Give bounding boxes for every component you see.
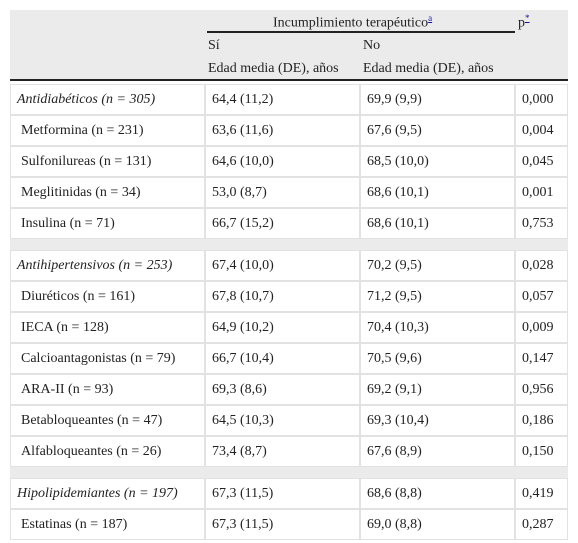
section-gap [10,467,568,478]
row-label: Alfabloqueantes (n = 26) [10,436,205,467]
row-label: Betabloqueantes (n = 47) [10,405,205,436]
cell: 0,028 [515,250,568,281]
cell: 0,001 [515,177,568,208]
cell: 0,057 [515,281,568,312]
column-subheader: Edad media (DE), años [363,61,494,76]
cell: 69,3 (10,4) [360,405,515,436]
cell: 68,5 (10,0) [360,146,515,177]
cell: 69,0 (8,8) [360,509,515,540]
cell: 0,186 [515,405,568,436]
cell: 0,045 [515,146,568,177]
cell: 67,8 (10,7) [205,281,360,312]
cell: 70,5 (9,6) [360,343,515,374]
cell: 69,9 (9,9) [360,84,515,115]
cell: 67,6 (9,5) [360,115,515,146]
row-label: Estatinas (n = 187) [10,509,205,540]
cell: 67,6 (8,9) [360,436,515,467]
row-label: Diuréticos (n = 161) [10,281,205,312]
row-label: Hipolipidemiantes (n = 197) [10,478,205,509]
cell: 0,150 [515,436,568,467]
cell: 66,7 (15,2) [205,208,360,239]
column-header: No [363,38,381,53]
row-label: Antihipertensivos (n = 253) [10,250,205,281]
cell: 0,147 [515,343,568,374]
cell: 67,4 (10,0) [205,250,360,281]
cell: 0,419 [515,478,568,509]
header-rule [10,79,568,81]
group-rule [207,31,515,33]
cell: 64,6 (10,0) [205,146,360,177]
cell: 71,2 (9,5) [360,281,515,312]
row-label: ARA-II (n = 93) [10,374,205,405]
footnote-link[interactable]: * [525,13,530,23]
cell: 68,6 (10,1) [360,208,515,239]
cell: 68,6 (10,1) [360,177,515,208]
column-header: Sí [208,38,220,53]
column-subheader: Edad media (DE), años [208,61,339,76]
header-background [10,10,568,80]
p-header: p* [518,13,530,32]
p-title: p [518,15,525,31]
cell: 67,3 (11,5) [205,509,360,540]
footnote-link[interactable]: a [428,13,433,23]
row-label: IECA (n = 128) [10,312,205,343]
cell: 0,004 [515,115,568,146]
cell: 53,0 (8,7) [205,177,360,208]
section-gap [10,239,568,250]
cell: 0,000 [515,84,568,115]
cell: 0,753 [515,208,568,239]
row-label: Metformina (n = 231) [10,115,205,146]
cell: 64,9 (10,2) [205,312,360,343]
cell: 64,5 (10,3) [205,405,360,436]
cell: 0,287 [515,509,568,540]
cell: 70,4 (10,3) [360,312,515,343]
cell: 63,6 (11,6) [205,115,360,146]
cell: 73,4 (8,7) [205,436,360,467]
cell: 0,009 [515,312,568,343]
cell: 66,7 (10,4) [205,343,360,374]
row-label: Antidiabéticos (n = 305) [10,84,205,115]
cell: 0,956 [515,374,568,405]
row-label: Meglitinidas (n = 34) [10,177,205,208]
cell: 69,3 (8,6) [205,374,360,405]
cell: 70,2 (9,5) [360,250,515,281]
cell: 69,2 (9,1) [360,374,515,405]
row-label: Calcioantagonistas (n = 79) [10,343,205,374]
cell: 64,4 (11,2) [205,84,360,115]
cell: 67,3 (11,5) [205,478,360,509]
row-label: Sulfonilureas (n = 131) [10,146,205,177]
row-label: Insulina (n = 71) [10,208,205,239]
group-header: Incumplimiento terapéuticoa [273,13,432,32]
group-title: Incumplimiento terapéutico [273,15,429,31]
cell: 68,6 (8,8) [360,478,515,509]
